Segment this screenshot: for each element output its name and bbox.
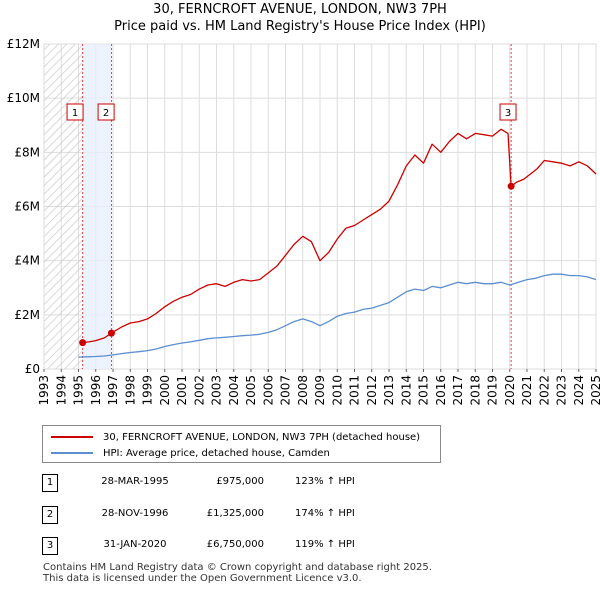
sale-label: 1: [72, 108, 78, 119]
x-tick-label: 2006: [261, 375, 275, 406]
x-tick-label: 2000: [158, 375, 172, 406]
legend-item-property: 30, FERNCROFT AVENUE, LONDON, NW3 7PH (d…: [51, 429, 420, 445]
y-tick-label: £6M: [14, 200, 40, 214]
pre-sale-hatched-region: [44, 44, 83, 369]
x-tick-label: 1995: [72, 375, 86, 406]
y-tick-label: £0: [25, 362, 40, 376]
x-tick-label: 2017: [451, 375, 465, 406]
x-tick-label: 2015: [417, 375, 431, 406]
x-tick-label: 1994: [54, 375, 68, 406]
x-tick-label: 1993: [37, 375, 51, 406]
transaction-price: £975,000: [216, 476, 264, 487]
x-tick-label: 2001: [175, 375, 189, 406]
y-tick-label: £10M: [7, 91, 40, 105]
transaction-hpi-change: 174% ↑ HPI: [295, 508, 355, 519]
y-tick-label: £8M: [14, 145, 40, 159]
sale-point: [107, 329, 115, 337]
legend-item-hpi: HPI: Average price, detached house, Camd…: [51, 445, 330, 461]
sale-label-box: [499, 103, 517, 121]
footer: Contains HM Land Registry data © Crown c…: [43, 562, 432, 584]
sale-label: 2: [103, 108, 109, 119]
chart-subtitle: Price paid vs. HM Land Registry's House …: [114, 19, 486, 34]
transaction-row: 1 28-MAR-1995 £975,000 123% ↑ HPI: [0, 474, 600, 492]
property-price-line: [82, 128, 597, 344]
sale-label-box: [66, 103, 84, 121]
x-tick-label: 1999: [141, 375, 155, 406]
x-tick-label: 2005: [244, 375, 258, 406]
x-tick-label: 2019: [486, 375, 500, 406]
x-tick-label: 2023: [555, 375, 569, 406]
between-sales-shaded-region: [82, 44, 112, 369]
x-tick-label: 2024: [572, 375, 586, 406]
transaction-price: £1,325,000: [206, 508, 264, 519]
x-tick-label: 2002: [192, 375, 206, 406]
x-tick-label: 2011: [348, 375, 362, 406]
x-tick-label: 2022: [537, 375, 551, 406]
x-tick-label: 2010: [330, 375, 344, 406]
x-tick-label: 2021: [520, 375, 534, 406]
x-tick-label: 2016: [434, 375, 448, 406]
x-tick-label: 2020: [503, 375, 517, 406]
chart-title: 30, FERNCROFT AVENUE, LONDON, NW3 7PH: [153, 2, 447, 17]
transaction-date: 28-MAR-1995: [101, 476, 169, 487]
x-tick-label: 2008: [296, 375, 310, 406]
transaction-row: 3 31-JAN-2020 £6,750,000 119% ↑ HPI: [0, 537, 600, 555]
legend-label-property: 30, FERNCROFT AVENUE, LONDON, NW3 7PH (d…: [103, 431, 421, 443]
legend-label-hpi: HPI: Average price, detached house, Camd…: [103, 447, 330, 459]
x-tick-label: 2009: [313, 375, 327, 406]
transaction-row: 2 28-NOV-1996 £1,325,000 174% ↑ HPI: [0, 506, 600, 524]
transaction-date: 31-JAN-2020: [103, 539, 167, 550]
transaction-hpi-change: 119% ↑ HPI: [295, 539, 355, 550]
footer-licence: This data is licensed under the Open Gov…: [43, 573, 362, 584]
legend-swatch-property: [51, 436, 93, 438]
sale-point: [507, 182, 515, 190]
x-tick-label: 2025: [589, 375, 600, 406]
y-tick-label: £2M: [14, 308, 40, 322]
transaction-number-badge: 3: [42, 537, 58, 555]
x-tick-label: 2004: [227, 375, 241, 406]
sale-label-box: [97, 103, 115, 121]
transaction-number-badge: 2: [42, 506, 58, 524]
sale-point: [79, 339, 87, 347]
footer-copyright: Contains HM Land Registry data © Crown c…: [43, 562, 432, 573]
x-tick-label: 1997: [106, 375, 120, 406]
x-tick-label: 2013: [382, 375, 396, 406]
sale-label: 3: [505, 108, 511, 119]
transaction-date: 28-NOV-1996: [101, 508, 169, 519]
x-tick-label: 2007: [279, 375, 293, 406]
transaction-number-badge: 1: [42, 474, 58, 492]
transaction-price: £6,750,000: [206, 539, 264, 550]
x-tick-label: 2018: [468, 375, 482, 406]
x-tick-label: 2003: [210, 375, 224, 406]
y-tick-label: £4M: [14, 254, 40, 268]
transaction-hpi-change: 123% ↑ HPI: [295, 476, 355, 487]
hpi-line: [78, 273, 597, 358]
x-tick-label: 1998: [123, 375, 137, 406]
legend: 30, FERNCROFT AVENUE, LONDON, NW3 7PH (d…: [42, 425, 441, 463]
legend-swatch-hpi: [51, 452, 93, 454]
x-tick-label: 1996: [89, 375, 103, 406]
x-tick-label: 2012: [365, 375, 379, 406]
y-tick-label: £12M: [7, 37, 40, 51]
x-tick-label: 2014: [399, 375, 413, 406]
